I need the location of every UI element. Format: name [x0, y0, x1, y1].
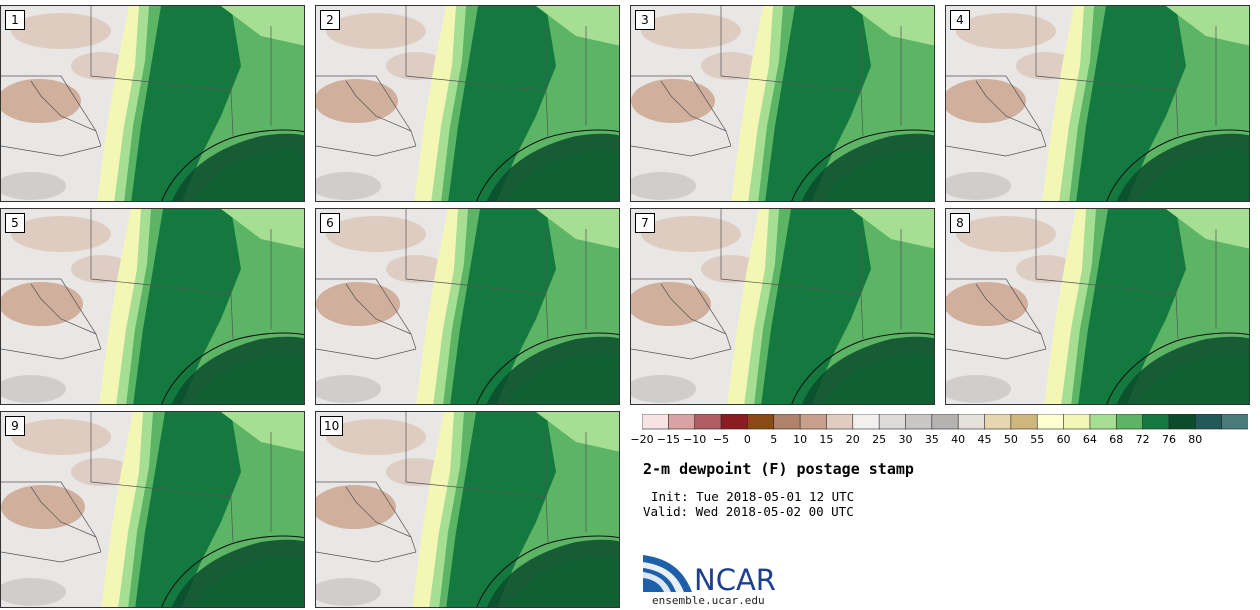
init-time: Init: Tue 2018-05-01 12 UTC	[651, 489, 855, 504]
member-number: 4	[950, 10, 970, 30]
colorbar-swatch	[905, 414, 933, 430]
colorbar-tick-label: 30	[898, 433, 913, 446]
colorbar-tick-label: 64	[1082, 433, 1097, 446]
member-panel-3[interactable]: 3	[630, 5, 935, 202]
member-number: 2	[320, 10, 340, 30]
colorbar-swatch	[1221, 414, 1248, 430]
member-panel-5[interactable]: 5	[0, 208, 305, 405]
colorbar-swatch	[1115, 414, 1144, 430]
member-panel-10[interactable]: 10	[315, 411, 620, 608]
logo-text: NCAR	[694, 563, 776, 597]
colorbar-swatch	[1142, 414, 1170, 430]
dewpoint-map	[316, 6, 619, 201]
colorbar-tick-label: 45	[977, 433, 992, 446]
member-number: 9	[5, 416, 25, 436]
member-panel-7[interactable]: 7	[630, 208, 935, 405]
member-number: 10	[320, 416, 344, 436]
site-url: ensemble.ucar.edu	[652, 594, 765, 607]
colorbar-swatch	[931, 414, 959, 430]
colorbar-swatch	[668, 414, 696, 430]
colorbar-swatch	[1195, 414, 1223, 430]
member-number: 6	[320, 213, 340, 233]
colorbar-tick-label: −15	[656, 433, 680, 446]
colorbar-tick-label: −10	[683, 433, 707, 446]
member-number: 5	[5, 213, 25, 233]
colorbar	[642, 414, 1248, 430]
member-panel-6[interactable]: 6	[315, 208, 620, 405]
colorbar-tick-label: 80	[1188, 433, 1203, 446]
member-number: 7	[635, 213, 655, 233]
member-panel-4[interactable]: 4	[945, 5, 1250, 202]
colorbar-swatch	[984, 414, 1012, 430]
colorbar-swatch	[1089, 414, 1118, 430]
colorbar-swatch	[694, 414, 722, 430]
colorbar-swatch	[773, 414, 801, 430]
colorbar-tick-label: −20	[630, 433, 654, 446]
dewpoint-map	[1, 209, 304, 404]
colorbar-swatch	[1010, 414, 1039, 430]
colorbar-tick-label: 72	[1135, 433, 1150, 446]
valid-time: Valid: Wed 2018-05-02 00 UTC	[643, 504, 854, 519]
colorbar-swatch	[799, 414, 828, 430]
dewpoint-map	[946, 6, 1249, 201]
colorbar-swatch	[1036, 414, 1065, 430]
colorbar-swatch	[957, 414, 986, 430]
colorbar-tick-label: 5	[770, 433, 778, 446]
colorbar-swatch	[1063, 414, 1091, 430]
colorbar-tick-label: 50	[1003, 433, 1018, 446]
dewpoint-map	[631, 6, 934, 201]
dewpoint-map	[316, 209, 619, 404]
colorbar-swatch	[720, 414, 749, 430]
ncar-logo-icon	[643, 555, 692, 592]
colorbar-tick-label: −5	[712, 433, 730, 446]
colorbar-swatch	[1168, 414, 1197, 430]
colorbar-tick-label: 15	[819, 433, 834, 446]
member-panel-2[interactable]: 2	[315, 5, 620, 202]
plot-title: 2-m dewpoint (F) postage stamp	[643, 460, 914, 478]
member-number: 8	[950, 213, 970, 233]
member-number: 3	[635, 10, 655, 30]
colorbar-tick-label: 68	[1109, 433, 1124, 446]
colorbar-tick-label: 0	[743, 433, 751, 446]
colorbar-swatch	[826, 414, 854, 430]
member-panel-9[interactable]: 9	[0, 411, 305, 608]
colorbar-tick-label: 40	[951, 433, 966, 446]
dewpoint-map	[316, 412, 619, 607]
dewpoint-map	[946, 209, 1249, 404]
colorbar-tick-label: 10	[793, 433, 808, 446]
colorbar-tick-label: 76	[1161, 433, 1176, 446]
colorbar-swatch	[642, 414, 670, 430]
member-number: 1	[5, 10, 25, 30]
colorbar-swatch	[747, 414, 775, 430]
colorbar-swatch	[878, 414, 907, 430]
member-panel-1[interactable]: 1	[0, 5, 305, 202]
colorbar-tick-label: 35	[924, 433, 939, 446]
member-panel-8[interactable]: 8	[945, 208, 1250, 405]
colorbar-tick-label: 60	[1056, 433, 1071, 446]
dewpoint-map	[1, 6, 304, 201]
colorbar-swatch	[852, 414, 880, 430]
colorbar-tick-label: 25	[872, 433, 887, 446]
dewpoint-map	[1, 412, 304, 607]
colorbar-tick-label: 20	[845, 433, 860, 446]
dewpoint-map	[631, 209, 934, 404]
colorbar-tick-label: 55	[1030, 433, 1045, 446]
